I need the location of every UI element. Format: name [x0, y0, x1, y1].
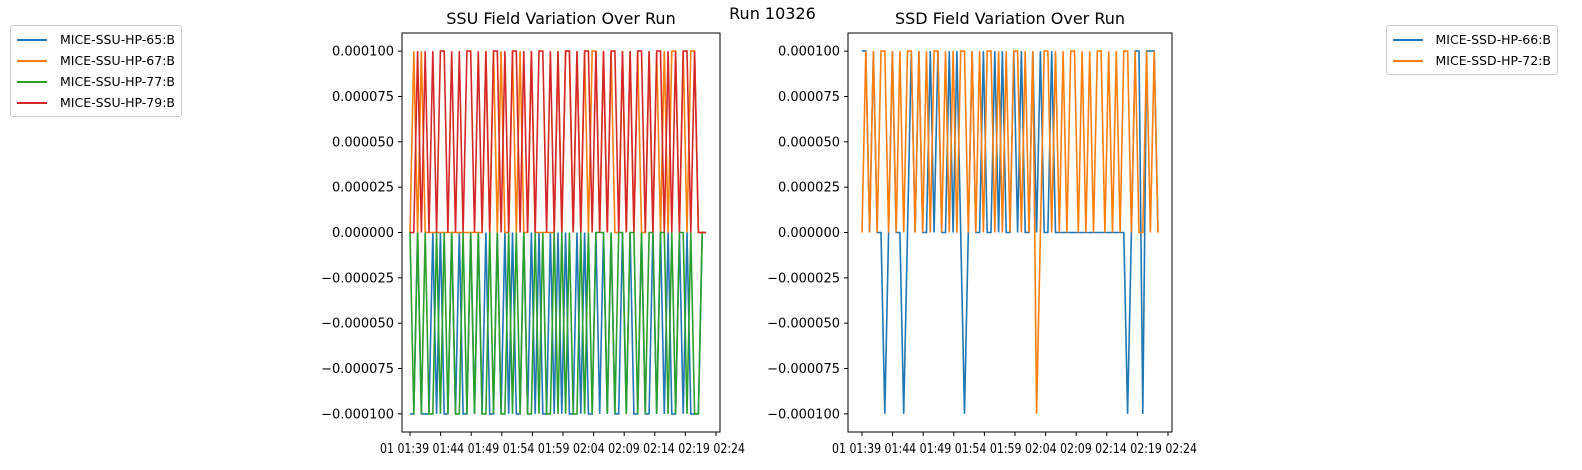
y-tick-label: −0.000050 — [321, 317, 394, 332]
series-line-mice-ssd-hp-72-b — [861, 50, 1159, 414]
legend-label: MICE-SSU-HP-67:B — [60, 53, 176, 68]
legend-swatch — [17, 59, 47, 62]
legend-label: MICE-SSD-HP-66:B — [1435, 32, 1551, 47]
legend-label: MICE-SSU-HP-79:B — [60, 95, 176, 110]
y-tick-label: 0.000025 — [332, 181, 394, 196]
y-tick-label: −0.000100 — [321, 407, 394, 422]
chart-ssu: SSU Field Variation Over Run 0.000100 0.00… — [321, 9, 745, 457]
series-line-mice-ssu-hp-77-b — [409, 231, 706, 415]
x-tick-labels: 01 01:39 01:44 01:49 01:54 01:59 02:04 0… — [380, 442, 745, 457]
x-tick-labels: 01 01:39 01:44 01:49 01:54 01:59 02:04 0… — [832, 442, 1197, 457]
y-tick-label: 0.000025 — [778, 181, 840, 196]
y-tick-label: 0.000000 — [778, 226, 840, 241]
legend-ssu: MICE-SSU-HP-65:B MICE-SSU-HP-67:B MICE-SSU… — [10, 25, 183, 117]
y-tick-label: −0.000075 — [767, 362, 840, 377]
legend-swatch — [17, 101, 47, 104]
legend-ssd: MICE-SSD-HP-66:B MICE-SSD-HP-72:B — [1385, 25, 1558, 75]
legend-item: MICE-SSD-HP-72:B — [1392, 50, 1551, 71]
legend-item: MICE-SSU-HP-67:B — [17, 50, 175, 71]
y-tick-label: 0.000100 — [778, 45, 840, 60]
chart-title: SSU Field Variation Over Run — [446, 9, 675, 28]
y-tick-label: −0.000050 — [767, 317, 840, 332]
legend-item: MICE-SSU-HP-79:B — [17, 92, 175, 113]
series-line-mice-ssu-hp-79-b — [410, 50, 706, 234]
y-tick-label: 0.000100 — [332, 45, 394, 60]
y-tick-label: −0.000075 — [321, 362, 394, 377]
y-tick-label: −0.000025 — [767, 271, 840, 286]
legend-item: MICE-SSD-HP-66:B — [1392, 29, 1551, 50]
legend-label: MICE-SSD-HP-72:B — [1435, 53, 1551, 68]
y-tick-label: 0.000050 — [778, 135, 840, 150]
chart-ssd: SSD Field Variation Over Run 0.000100 0.00… — [767, 9, 1197, 457]
y-tick-label: −0.000025 — [321, 271, 394, 286]
legend-swatch — [1392, 59, 1423, 62]
legend-item: MICE-SSU-HP-65:B — [17, 29, 175, 50]
legend-swatch — [17, 80, 47, 83]
y-tick-label: 0.000050 — [332, 135, 394, 150]
y-tick-label: 0.000075 — [332, 90, 394, 105]
legend-item: MICE-SSU-HP-77:B — [17, 71, 175, 92]
legend-label: MICE-SSU-HP-65:B — [60, 32, 176, 47]
legend-label: MICE-SSU-HP-77:B — [60, 74, 176, 89]
legend-swatch — [1392, 38, 1423, 41]
figure-suptitle: Run 10326 — [729, 4, 816, 23]
y-tick-label: 0.000075 — [778, 90, 840, 105]
y-tick-label: 0.000000 — [332, 226, 394, 241]
y-tick-label: −0.000100 — [767, 407, 840, 422]
chart-title: SSD Field Variation Over Run — [895, 9, 1125, 28]
legend-swatch — [17, 38, 47, 41]
